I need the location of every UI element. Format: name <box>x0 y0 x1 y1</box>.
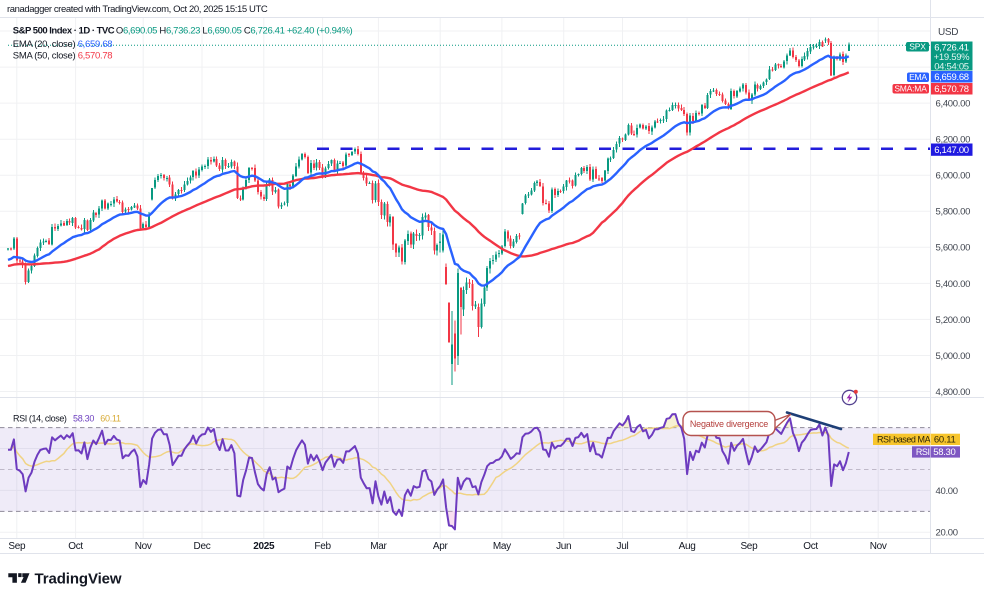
svg-text:+19.59%: +19.59% <box>934 52 971 63</box>
svg-text:5,600.00: 5,600.00 <box>936 243 971 254</box>
svg-text:Feb: Feb <box>314 541 331 552</box>
svg-text:Mar: Mar <box>370 541 387 552</box>
svg-text:20.00: 20.00 <box>936 528 958 539</box>
svg-text:EMA: EMA <box>909 72 927 82</box>
svg-text:5,400.00: 5,400.00 <box>936 279 971 290</box>
svg-text:Sep: Sep <box>8 541 26 552</box>
svg-text:60.11: 60.11 <box>934 435 956 446</box>
svg-text:Jul: Jul <box>617 541 629 552</box>
svg-text:6,726.41: 6,726.41 <box>934 42 969 53</box>
svg-text:6,570.78: 6,570.78 <box>934 84 969 95</box>
svg-text:Negative divergence: Negative divergence <box>690 419 768 429</box>
svg-text:40.00: 40.00 <box>936 486 958 497</box>
svg-text:Dec: Dec <box>194 541 211 552</box>
svg-text:5,800.00: 5,800.00 <box>936 207 971 218</box>
svg-text:2025: 2025 <box>253 541 275 552</box>
svg-text:May: May <box>493 541 511 552</box>
svg-text:6,200.00: 6,200.00 <box>936 135 971 146</box>
svg-text:USD: USD <box>938 27 958 38</box>
svg-text:6,659.68: 6,659.68 <box>934 72 969 83</box>
svg-text:TradingView: TradingView <box>35 571 122 588</box>
svg-text:SMA (50, close) 6,570.78: SMA (50, close) 6,570.78 <box>13 50 113 61</box>
svg-text:58.30: 58.30 <box>73 414 94 424</box>
svg-text:4,800.00: 4,800.00 <box>936 387 971 398</box>
svg-text:Aug: Aug <box>679 541 696 552</box>
svg-text:60.11: 60.11 <box>100 414 121 424</box>
svg-text:Sep: Sep <box>740 541 758 552</box>
svg-text:ranadagger created with Tradin: ranadagger created with TradingView.com,… <box>7 4 268 15</box>
svg-text:58.30: 58.30 <box>933 447 955 458</box>
svg-text:SMA:MA: SMA:MA <box>894 83 927 93</box>
svg-text:5,200.00: 5,200.00 <box>936 315 971 326</box>
svg-text:EMA (20, close) 6,659.68: EMA (20, close) 6,659.68 <box>13 39 113 50</box>
svg-text:Nov: Nov <box>870 541 887 552</box>
svg-text:O6,690.05 H6,736.23 L6,690.05: O6,690.05 H6,736.23 L6,690.05 C6,726.41 … <box>116 26 353 37</box>
svg-text:6,400.00: 6,400.00 <box>936 99 971 110</box>
svg-text:S&P 500 Index · 1D · TVC: S&P 500 Index · 1D · TVC <box>13 26 115 37</box>
svg-text:RSI (14, close): RSI (14, close) <box>13 414 67 424</box>
svg-text:04:54:05: 04:54:05 <box>934 61 969 72</box>
svg-text:6,147.00: 6,147.00 <box>934 145 969 156</box>
svg-text:Apr: Apr <box>433 541 449 552</box>
svg-text:5,000.00: 5,000.00 <box>936 351 971 362</box>
svg-text:Nov: Nov <box>135 541 152 552</box>
svg-text:Oct: Oct <box>68 541 83 552</box>
svg-text:Jun: Jun <box>556 541 571 552</box>
svg-text:RSI-based MA: RSI-based MA <box>877 435 931 445</box>
svg-text:SPX: SPX <box>909 41 926 51</box>
svg-text:Oct: Oct <box>803 541 818 552</box>
svg-text:RSI: RSI <box>916 447 930 457</box>
svg-text:6,000.00: 6,000.00 <box>936 171 971 182</box>
